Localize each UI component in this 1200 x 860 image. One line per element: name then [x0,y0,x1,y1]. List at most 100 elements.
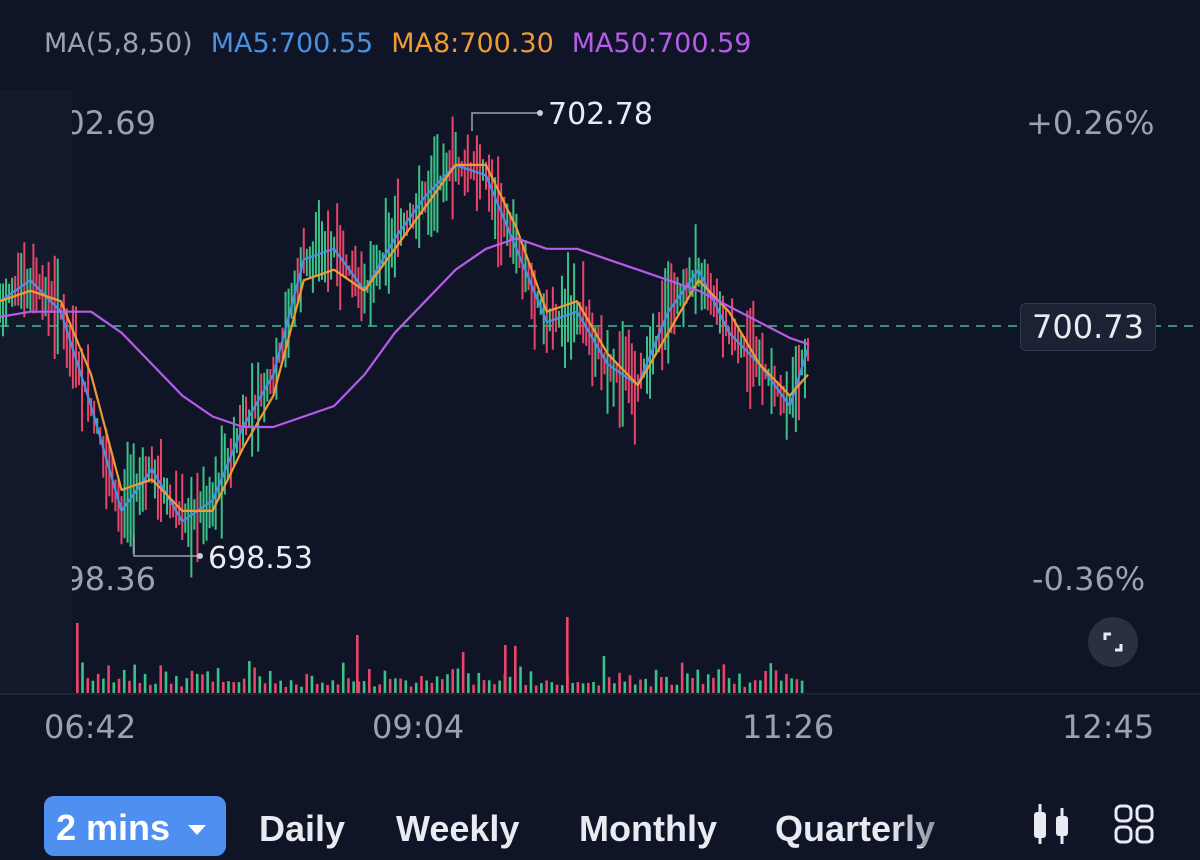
tab-weekly[interactable]: Weekly [396,808,520,849]
volume-bar [477,672,481,693]
volume-bar [190,670,194,693]
volume-bar [800,680,804,693]
volume-bar [633,684,637,693]
volume-bar [149,684,152,693]
volume-bar [326,684,329,693]
volume-bar [117,678,121,693]
volume-bar [128,680,131,693]
volume-bar [508,676,512,693]
volume-bar [341,662,345,693]
volume-bar [76,623,79,693]
volume-bar [790,678,793,693]
price-chart[interactable]: 702.78 698.53 [0,0,1200,700]
volume-bar [472,684,475,693]
timeframe-tabs: 2 mins Daily Weekly Monthly Quarterly [0,796,1200,856]
volume-bar [779,680,783,693]
ma-legend-label: MA(5,8,50) [44,28,193,59]
volume-bar [581,683,585,693]
volume-bar [310,675,314,693]
volume-bar [368,668,371,693]
volume-bar [587,682,590,693]
tab-monthly[interactable]: Monthly [579,808,717,849]
volume-bar [597,685,601,693]
candles [0,116,809,578]
volume-bar [185,678,189,693]
time-label-3: 12:45 [1062,708,1155,746]
volume-bar [373,686,376,693]
volume-bar [263,683,267,693]
volume-bar [237,682,241,693]
volume-bar [175,675,178,693]
volume-bar [529,671,533,693]
volume-bar [701,683,705,693]
volume-bars [76,617,804,693]
volume-bar [514,645,517,693]
expand-icon [1103,632,1123,652]
volume-bar [592,681,595,693]
volume-bar [540,683,543,693]
tab-2-mins[interactable]: 2 mins [44,796,226,856]
volume-bar [446,674,449,693]
volume-bar [107,665,110,693]
current-price-tag: 700.73 [1020,303,1156,351]
session-shade [0,90,72,695]
volume-bar [201,674,204,693]
volume-bar [248,661,251,693]
volume-bar [112,682,116,693]
volume-bar [644,678,647,693]
volume-bar [96,673,100,693]
volume-bar [284,686,288,693]
volume-bar [195,673,199,693]
volume-bar [696,669,700,693]
ma-lines [0,163,810,523]
volume-bar [524,684,528,693]
tab-daily[interactable]: Daily [259,808,346,849]
volume-bar [430,682,434,693]
volume-bar [164,671,168,693]
time-label-0: 06:42 [44,708,137,746]
volume-bar [154,683,157,693]
volume-bar [86,678,90,693]
ma50-legend: MA50:700.59 [571,28,752,59]
volume-bar [169,683,173,693]
volume-bar [206,671,209,693]
volume-bar [242,678,246,693]
volume-bar [727,678,731,693]
volume-bar [487,680,491,693]
volume-bar [566,617,569,693]
volume-bar [654,669,658,693]
volume-bar [680,662,684,693]
volume-bar [232,682,236,693]
grid-icon[interactable] [1114,804,1156,846]
volume-bar [691,677,694,693]
ma8-legend: MA8:700.30 [391,28,554,59]
volume-bar [576,682,580,693]
volume-bar [555,684,559,693]
volume-bar [321,682,324,693]
volume-bar [602,656,606,693]
volume-bar [534,685,538,693]
volume-bar [743,686,747,693]
volume-bar [753,680,757,693]
volume-bar [357,681,361,693]
ma5-line [0,163,810,523]
volume-bar [722,664,726,693]
pct-bottom-label: -0.36% [1032,560,1146,598]
volume-bar [686,673,689,693]
volume-bar [774,670,778,693]
tab-fade [890,796,1000,847]
volume-bar [628,675,632,693]
fullscreen-button[interactable] [1088,617,1138,667]
volume-bar [399,678,402,693]
volume-bar [289,680,293,693]
volume-bar [222,682,225,693]
volume-bar [769,663,773,693]
ma-legend: MA(5,8,50) MA5:700.55 MA8:700.30 MA50:70… [44,28,751,59]
volume-bar [649,686,653,693]
volume-bar [414,682,418,693]
high-marker-line [471,112,540,131]
candlestick-icon[interactable] [1030,804,1072,844]
volume-bar [733,683,736,693]
high-marker-dot [537,110,543,116]
volume-bar [493,684,496,693]
